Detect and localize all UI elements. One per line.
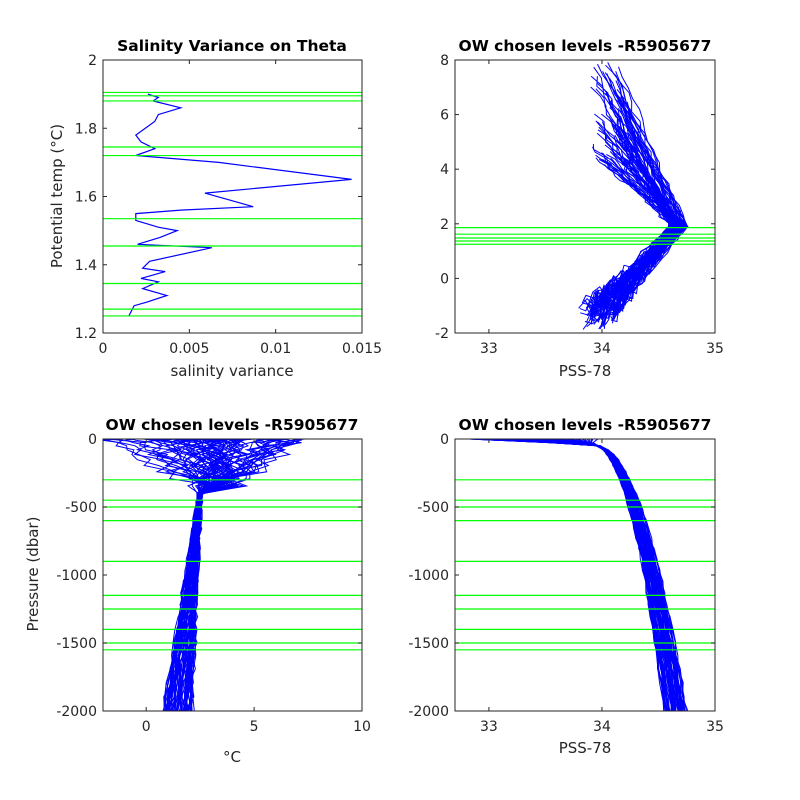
- y-tick-label: -2000: [408, 704, 449, 720]
- y-tick-label: 1.6: [75, 190, 97, 206]
- x-axis-label: PSS-78: [559, 362, 612, 380]
- profile-line: [593, 78, 671, 318]
- panel-title: OW chosen levels -R5905677: [459, 37, 712, 55]
- profile-line: [601, 113, 683, 313]
- axes-frame: [454, 59, 716, 334]
- profile-line: [529, 439, 682, 711]
- y-tick-label: -2: [435, 326, 449, 342]
- profile-line: [599, 151, 679, 319]
- y-tick-label: 1.2: [75, 326, 97, 342]
- x-tick-label: 0: [142, 719, 151, 735]
- y-tick-label: 6: [440, 108, 449, 124]
- y-axis-label: Potential temp (°C): [48, 124, 66, 268]
- profile-bundle: [578, 62, 689, 330]
- x-tick-label: 10: [353, 719, 371, 735]
- x-tick-label: 34: [593, 719, 611, 735]
- y-tick-label: 0: [88, 432, 97, 448]
- profile-line: [145, 439, 211, 711]
- y-tick-label: -500: [417, 500, 449, 516]
- y-tick-label: -2000: [56, 704, 97, 720]
- y-tick-label: 0: [440, 432, 449, 448]
- profile-bundle: [103, 439, 306, 711]
- y-axis-label: Pressure (dbar): [24, 517, 42, 632]
- profile-line: [184, 439, 299, 711]
- x-tick-label: 33: [480, 341, 498, 357]
- x-tick-label: 35: [706, 719, 724, 735]
- panel-salinity-variance: Salinity Variance on Theta salinity vari…: [48, 37, 382, 380]
- y-tick-label: 1.8: [75, 121, 97, 137]
- x-tick-label: 34: [593, 341, 611, 357]
- profile-line: [598, 158, 682, 320]
- x-tick-label: 35: [706, 341, 724, 357]
- profile-line: [165, 439, 289, 711]
- y-tick-label: 2: [88, 53, 97, 69]
- y-tick-label: -1500: [408, 636, 449, 652]
- x-axis-label: salinity variance: [170, 362, 293, 380]
- panel-theta-salinity: OW chosen levels -R5905677 PSS-78 33 34 35…: [435, 37, 724, 380]
- y-tick-label: 8: [440, 53, 449, 69]
- y-tick-label: 0: [440, 271, 449, 287]
- profile-line: [580, 101, 681, 316]
- x-tick-label: 33: [480, 719, 498, 735]
- profile-line: [595, 154, 680, 318]
- profile-line: [184, 439, 231, 711]
- profile-bundle: [469, 439, 689, 711]
- profile-line: [166, 439, 218, 711]
- x-tick-label: 0.015: [342, 341, 382, 357]
- y-tick-label: -1000: [408, 568, 449, 584]
- panel-title: Salinity Variance on Theta: [117, 37, 347, 55]
- x-tick-label: 5: [250, 719, 259, 735]
- profile-line: [584, 134, 674, 324]
- profile-line: [163, 439, 292, 711]
- y-tick-label: 1.4: [75, 258, 97, 274]
- x-axis-label: °C: [223, 748, 241, 766]
- x-tick-label: 0: [99, 341, 108, 357]
- y-tick-label: -1500: [56, 636, 97, 652]
- x-tick-label: 0.005: [169, 341, 209, 357]
- x-axis-label: PSS-78: [559, 739, 612, 757]
- y-tick-label: -500: [65, 500, 97, 516]
- profile-line: [169, 439, 235, 711]
- y-tick-label: 4: [440, 162, 449, 178]
- profile-line: [531, 439, 666, 711]
- panel-pressure-salinity: OW chosen levels -R5905677 PSS-78 33 34 35…: [408, 416, 724, 757]
- profile-line: [584, 439, 670, 711]
- profile-line: [583, 108, 669, 309]
- x-tick-label: 0.01: [260, 341, 291, 357]
- panel-title: OW chosen levels -R5905677: [106, 416, 359, 434]
- y-tick-label: 2: [440, 217, 449, 233]
- panel-pressure-temperature: OW chosen levels -R5905677 °C Pressure (…: [24, 416, 371, 766]
- panel-title: OW chosen levels -R5905677: [459, 416, 712, 434]
- variance-series-line: [128, 93, 352, 317]
- profile-line: [475, 439, 666, 711]
- y-tick-label: -1000: [56, 568, 97, 584]
- profile-line: [186, 439, 273, 711]
